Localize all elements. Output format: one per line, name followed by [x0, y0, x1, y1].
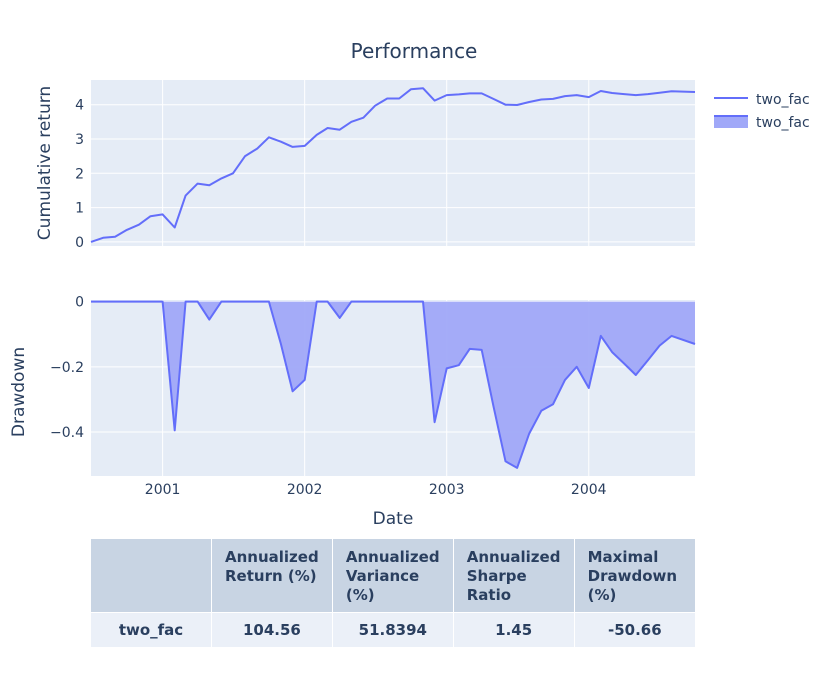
top-y-tick-label: 1 [75, 201, 84, 217]
bottom-y-tick-label: 0 [75, 295, 84, 311]
bottom-y-axis-label: Drawdown [9, 347, 29, 437]
top-gridlines [91, 80, 695, 246]
drawdown-series [91, 300, 696, 469]
table-cell: two_fac [91, 612, 212, 647]
legend: two_fac two_fac [714, 92, 810, 131]
x-tick-label: 2003 [429, 482, 465, 498]
top-y-tick-label: 2 [75, 166, 84, 182]
x-tick-labels: 2001 2002 2003 2004 [145, 482, 607, 498]
top-y-tick-label: 0 [75, 235, 84, 251]
table-cell: 104.56 [211, 612, 333, 647]
table-cell: 51.8394 [332, 612, 454, 647]
x-axis-label: Date [373, 509, 414, 529]
table-row: two_fac 104.56 51.8394 1.45 -50.66 [91, 612, 695, 647]
top-y-axis-label: Cumulative return [35, 86, 55, 240]
x-tick-label: 2004 [571, 482, 607, 498]
top-y-tick-label: 4 [75, 98, 84, 114]
figure-title: Performance [351, 39, 478, 63]
legend-item-area[interactable]: two_fac [714, 115, 810, 131]
table-cell: 1.45 [453, 612, 575, 647]
table-header-row: Annualized Return (%) Annualized Varianc… [91, 539, 695, 613]
legend-area-swatch [714, 116, 748, 128]
top-plot-area [91, 80, 695, 246]
x-tick-label: 2001 [145, 482, 181, 498]
table-header-cell: Annualized Sharpe Ratio [453, 539, 575, 613]
legend-label-area: two_fac [756, 115, 810, 131]
table-header-cell: Annualized Variance (%) [332, 539, 454, 613]
legend-label-line: two_fac [756, 92, 810, 108]
cumulative-return-series [90, 87, 696, 243]
performance-figure: Performance 0 1 2 3 4 Cumulative return 0 −0.… [9, 39, 810, 529]
top-y-tick-labels: 0 1 2 3 4 [75, 98, 84, 251]
table-header-cell: Maximal Drawdown (%) [574, 539, 695, 613]
table-header-cell [91, 539, 212, 613]
bottom-y-tick-label: −0.4 [50, 425, 84, 441]
table-header-cell: Annualized Return (%) [211, 539, 333, 613]
bottom-y-tick-label: −0.2 [50, 360, 84, 376]
bottom-y-tick-labels: 0 −0.2 −0.4 [50, 295, 84, 441]
drawdown-area-fill [91, 301, 695, 468]
legend-item-line[interactable]: two_fac [714, 92, 810, 108]
x-tick-label: 2002 [287, 482, 323, 498]
top-y-tick-label: 3 [75, 132, 84, 148]
cumulative-return-line [90, 87, 696, 243]
table-cell: -50.66 [574, 612, 695, 647]
statistics-table: Annualized Return (%) Annualized Varianc… [91, 539, 695, 647]
drawdown-line [91, 300, 696, 469]
